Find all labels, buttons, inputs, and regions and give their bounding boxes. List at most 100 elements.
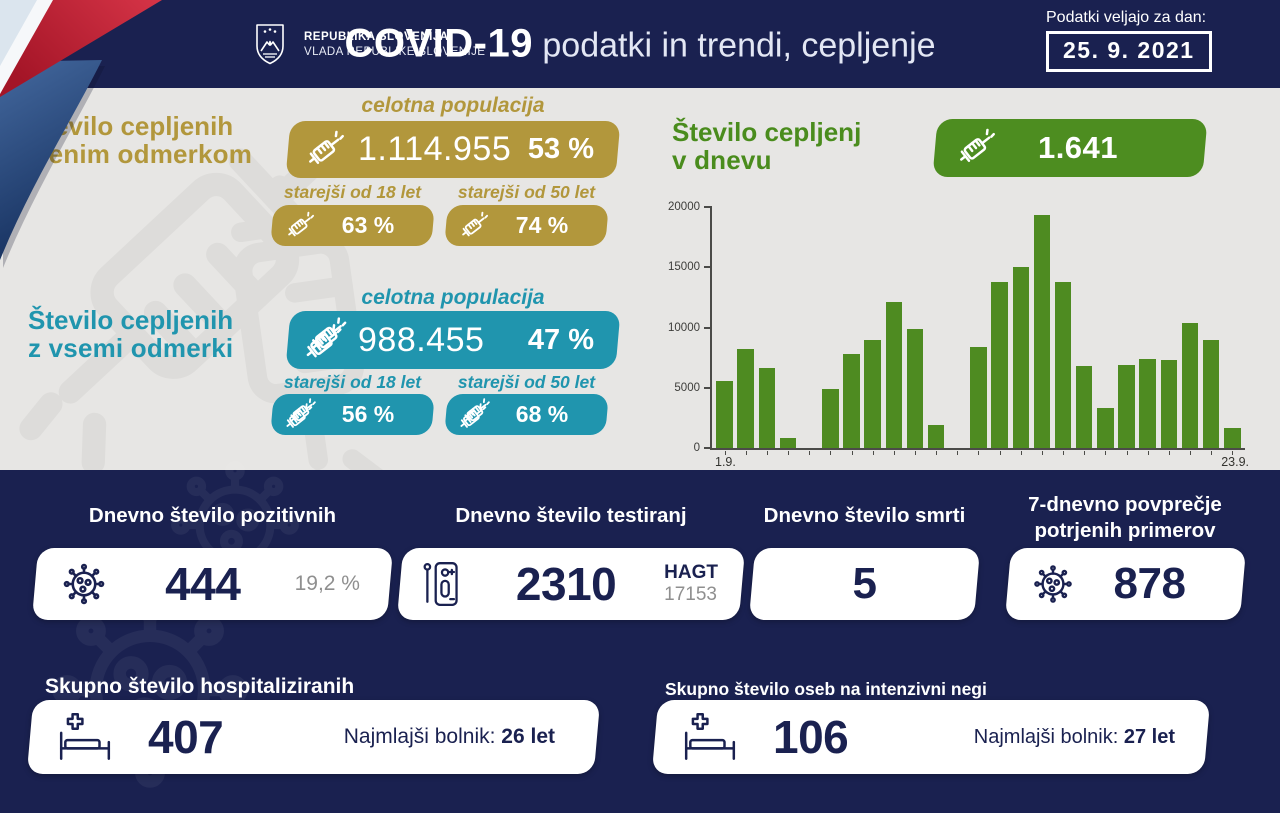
daily-vaccinations-badge: 1.641 (932, 119, 1208, 177)
chart-bar-slot (883, 207, 904, 455)
avg7-card: 878 (1004, 548, 1247, 620)
chart-bar-slot (1137, 207, 1158, 455)
daily-vaccinations-chart: 0 5000 10000 15000 20000 1.9. 23.9. (668, 201, 1249, 469)
chart-bar (758, 368, 776, 448)
full-dose-over50-percent: 68 % (515, 401, 569, 427)
chart-bar (1224, 427, 1241, 448)
chart-bar (1012, 267, 1030, 448)
chart-bar (1202, 339, 1220, 448)
daily-vaccinations-heading-line1: Število cepljenj (672, 117, 862, 147)
y-axis-tick (704, 206, 712, 208)
x-axis-last-label: 23.9. (1221, 455, 1249, 469)
chart-bar (1033, 215, 1051, 448)
hospitalized-youngest-label: Najmlajši bolnik: (343, 725, 502, 748)
y-axis-tick-label: 15000 (668, 261, 700, 274)
chart-bar (864, 339, 881, 448)
full-dose-total-badge: 988.455 47 % (285, 311, 621, 369)
chart-bar-slot (777, 207, 798, 455)
hospital-bed-icon (681, 712, 739, 762)
first-dose-heading: Število cepljenih z enim odmerkom (28, 112, 252, 168)
tests-title: Dnevno število testiranj (455, 504, 687, 527)
chart-bar (1075, 366, 1093, 448)
chart-bar-slot (1158, 207, 1179, 455)
tests-card: 2310 HAGT 17153 (396, 548, 746, 620)
avg7-title: 7-dnevno povprečje potrjenih primerov (1000, 492, 1250, 544)
y-axis-tick-label: 20000 (668, 201, 700, 213)
chart-bars (712, 207, 1245, 455)
full-dose-over50-label: starejši od 50 let (457, 372, 596, 392)
full-dose-heading-line2: z vsemi odmerki (28, 333, 234, 363)
first-dose-over50-badge: 74 % (444, 205, 609, 246)
chart-bar-slot (1031, 207, 1052, 455)
icu-youngest-value: 27 let (1123, 725, 1175, 748)
hospitalized-value: 407 (148, 711, 224, 763)
y-axis-tick-label: 10000 (668, 321, 700, 334)
chart-bar-slot (1116, 207, 1137, 455)
y-axis-tick-label: 5000 (674, 381, 700, 394)
first-dose-over18-badge: 63 % (270, 205, 435, 246)
chart-bar (822, 388, 839, 448)
first-dose-count: 1.114.955 (358, 130, 512, 168)
hospitalized-youngest-value: 26 let (501, 725, 555, 748)
icu-youngest-label: Najmlajši bolnik: (973, 725, 1124, 748)
first-dose-population-label: celotna populacija (361, 94, 545, 117)
first-dose-heading-line1: Število cepljenih (28, 111, 234, 141)
y-axis-tick (704, 447, 712, 449)
y-axis-tick (704, 386, 712, 389)
slovenia-coat-of-arms-icon (250, 22, 290, 66)
chart-bar (1054, 281, 1072, 448)
page-title: COVID-19 podatki in trendi, cepljenje (344, 22, 935, 67)
first-dose-over18-percent: 63 % (341, 212, 395, 238)
chart-bar-slot (926, 207, 947, 455)
chart-bar-slot (947, 207, 968, 455)
republic-label: REPUBLIKA SLOVENIJA (304, 30, 449, 43)
icu-card: 106 Najmlajši bolnik: 27 let (651, 700, 1211, 774)
chart-bar-slot (799, 207, 820, 455)
y-axis-tick-label: 0 (693, 442, 700, 454)
first-dose-over50-percent: 74 % (515, 212, 569, 238)
chart-bar-slot (1053, 207, 1074, 455)
positive-card: 444 19,2 % (31, 548, 394, 620)
chart-bar-slot (1010, 207, 1031, 455)
full-dose-over18-badge: 56 % (270, 394, 435, 435)
chart-bar (1118, 364, 1135, 448)
hagt-value: 17153 (664, 583, 717, 605)
chart-bar-slot (1179, 207, 1200, 455)
deaths-title: Dnevno število smrti (763, 504, 966, 527)
y-axis-tick (704, 326, 712, 329)
first-dose-over50-label: starejši od 50 let (457, 182, 596, 202)
full-dose-population-label: celotna populacija (361, 286, 545, 309)
full-dose-over18-label: starejši od 18 let (283, 372, 422, 392)
chart-bar (1097, 408, 1114, 448)
y-axis-tick (704, 266, 712, 269)
syringe-icon (457, 209, 491, 243)
full-dose-heading: Število cepljenih z vsemi odmerki (28, 306, 233, 362)
full-dose-heading-line1: Število cepljenih (28, 305, 234, 335)
icu-value: 106 (773, 711, 849, 763)
first-dose-heading-line2: z enim odmerkom (28, 139, 253, 169)
chart-bar-slot (714, 207, 735, 455)
syringe-icon (283, 209, 317, 243)
first-dose-percent: 53 % (527, 133, 594, 165)
deaths-value: 5 (852, 559, 877, 608)
full-dose-count: 988.455 (358, 320, 485, 359)
avg7-title-line2: potrjenih primerov (1034, 519, 1216, 542)
chart-bar (1139, 358, 1156, 448)
chart-bar (885, 302, 903, 448)
daily-stats-section: Dnevno število pozitivnih Dnevno število… (0, 470, 1280, 813)
chart-bar-slot (841, 207, 862, 455)
chart-bar (906, 328, 924, 448)
chart-bar-slot (735, 207, 756, 455)
chart-bar-slot (862, 207, 883, 455)
first-dose-over18-label: starejši od 18 let (283, 182, 422, 202)
hagt-label: HAGT (664, 561, 718, 583)
chart-bar (970, 346, 987, 448)
chart-bar (1160, 360, 1178, 448)
double-syringe-icon (457, 398, 491, 432)
chart-bar-slot (756, 207, 777, 455)
hospitalized-card: 407 Najmlajši bolnik: 26 let (26, 700, 601, 774)
chart-bar-slot (989, 207, 1010, 455)
chart-bar (779, 438, 797, 448)
positive-value: 444 (165, 558, 241, 610)
chart-bar (843, 354, 860, 448)
